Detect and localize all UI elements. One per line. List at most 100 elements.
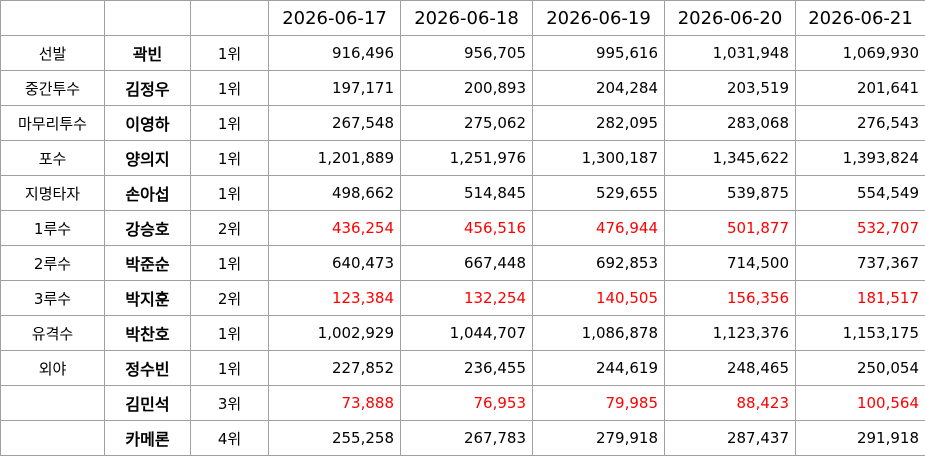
date-header: 2026-06-19 [533,1,665,36]
vote-count: 181,517 [796,281,925,316]
vote-count: 236,455 [401,351,533,386]
rank: 4위 [191,421,269,456]
vote-count: 156,356 [665,281,796,316]
vote-count: 73,888 [269,386,401,421]
rank: 1위 [191,246,269,281]
vote-count: 456,516 [401,211,533,246]
date-header: 2026-06-21 [796,1,925,36]
rank: 1위 [191,141,269,176]
rank: 1위 [191,351,269,386]
vote-count: 1,002,929 [269,316,401,351]
rank: 1위 [191,316,269,351]
date-header: 2026-06-17 [269,1,401,36]
vote-count: 956,705 [401,36,533,71]
vote-count: 501,877 [665,211,796,246]
player-name: 김정우 [105,71,191,106]
player-name: 박지훈 [105,281,191,316]
vote-count: 1,044,707 [401,316,533,351]
vote-count: 248,465 [665,351,796,386]
position: 외야 [1,351,105,386]
vote-count: 995,616 [533,36,665,71]
vote-count: 282,095 [533,106,665,141]
vote-count: 267,783 [401,421,533,456]
player-name: 박찬호 [105,316,191,351]
vote-count: 79,985 [533,386,665,421]
vote-count: 1,153,175 [796,316,925,351]
position [1,421,105,456]
vote-count: 1,123,376 [665,316,796,351]
vote-count: 227,852 [269,351,401,386]
vote-count: 1,086,878 [533,316,665,351]
player-name: 박준순 [105,246,191,281]
vote-count: 250,054 [796,351,925,386]
position: 지명타자 [1,176,105,211]
rank: 1위 [191,106,269,141]
vote-count: 692,853 [533,246,665,281]
vote-count: 476,944 [533,211,665,246]
vote-count: 279,918 [533,421,665,456]
vote-count: 640,473 [269,246,401,281]
position: 2루수 [1,246,105,281]
vote-count: 916,496 [269,36,401,71]
vote-count: 200,893 [401,71,533,106]
vote-count: 276,543 [796,106,925,141]
vote-count: 287,437 [665,421,796,456]
position: 선발 [1,36,105,71]
position: 마무리투수 [1,106,105,141]
vote-count: 514,845 [401,176,533,211]
vote-count: 529,655 [533,176,665,211]
rank: 1위 [191,36,269,71]
player-name: 강승호 [105,211,191,246]
vote-count: 88,423 [665,386,796,421]
position: 포수 [1,141,105,176]
vote-count: 123,384 [269,281,401,316]
vote-count: 498,662 [269,176,401,211]
vote-count: 1,201,889 [269,141,401,176]
vote-count: 267,548 [269,106,401,141]
position [1,386,105,421]
vote-count: 255,258 [269,421,401,456]
position: 유격수 [1,316,105,351]
empty-header [105,1,191,36]
vote-count: 532,707 [796,211,925,246]
vote-count: 539,875 [665,176,796,211]
vote-count: 100,564 [796,386,925,421]
vote-count: 436,254 [269,211,401,246]
player-name: 곽빈 [105,36,191,71]
vote-count: 140,505 [533,281,665,316]
vote-count: 714,500 [665,246,796,281]
rank: 1위 [191,71,269,106]
vote-count: 203,519 [665,71,796,106]
player-name: 김민석 [105,386,191,421]
vote-count: 1,251,976 [401,141,533,176]
vote-count: 76,953 [401,386,533,421]
vote-count: 283,068 [665,106,796,141]
vote-count: 291,918 [796,421,925,456]
vote-count: 1,031,948 [665,36,796,71]
player-name: 양의지 [105,141,191,176]
vote-count: 1,069,930 [796,36,925,71]
player-name: 이영하 [105,106,191,141]
vote-count: 554,549 [796,176,925,211]
rank: 1위 [191,176,269,211]
empty-header [191,1,269,36]
vote-count: 667,448 [401,246,533,281]
vote-count: 132,254 [401,281,533,316]
vote-count: 197,171 [269,71,401,106]
date-header: 2026-06-18 [401,1,533,36]
vote-count: 1,345,622 [665,141,796,176]
